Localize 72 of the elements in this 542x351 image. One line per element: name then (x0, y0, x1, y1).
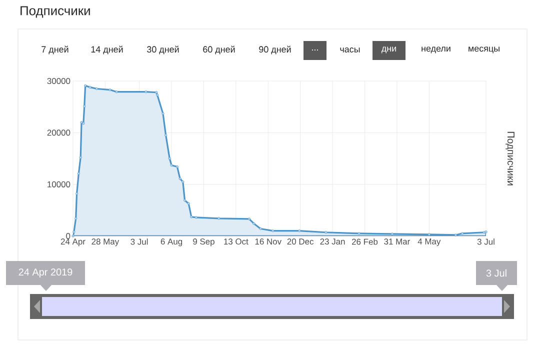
point (72, 230, 76, 234)
point (156, 94, 159, 96)
point (218, 217, 220, 220)
point (155, 91, 158, 94)
point (176, 165, 178, 168)
point (108, 88, 112, 92)
point (88, 86, 92, 89)
text: дни (382, 46, 396, 54)
x-tick-label: 31 Mar (384, 238, 410, 245)
point (77, 172, 80, 175)
point (324, 231, 328, 234)
point (248, 218, 250, 220)
point (484, 230, 488, 234)
point (187, 202, 190, 205)
text: 24 Apr 2019 (18, 268, 72, 278)
point (84, 84, 87, 87)
point (428, 233, 430, 236)
point (390, 232, 394, 236)
point (168, 157, 171, 160)
point (164, 134, 168, 137)
point (72, 234, 74, 238)
point (182, 180, 184, 184)
x-tick-label: 13 Oct (224, 238, 248, 245)
x-tick-label: 4 May (418, 238, 441, 246)
point (144, 90, 148, 94)
point (178, 177, 182, 180)
point (183, 199, 186, 202)
text: 60 дней (203, 46, 235, 54)
text: 14 дней (91, 46, 123, 54)
point (298, 230, 301, 232)
y-tick-label: 10000 (48, 181, 70, 188)
x-tick-label: 6 Aug (160, 238, 182, 246)
point (454, 234, 457, 236)
point (83, 105, 86, 108)
point (461, 232, 464, 235)
point (95, 87, 98, 90)
point (170, 164, 173, 167)
point (482, 231, 486, 234)
x-tick-label: 23 Jan (320, 238, 345, 245)
point (79, 156, 82, 159)
point (252, 222, 256, 225)
text: 7 дней (42, 46, 68, 54)
point (259, 227, 262, 230)
y-tick-label: 0 (66, 233, 70, 239)
point (74, 217, 78, 220)
chart-title: Подписчики (20, 6, 90, 18)
point (272, 230, 274, 232)
x-tick-label: 3 Jul (130, 238, 148, 245)
y-tick-label: 20000 (47, 130, 70, 136)
x-tick-label: 9 Sep (193, 238, 214, 246)
point (115, 90, 118, 94)
text: 3 Jul (486, 269, 506, 277)
x-tick-label: 20 Dec (287, 238, 314, 245)
text: 30 дней (147, 46, 179, 54)
text: недели (422, 46, 450, 54)
x-tick-label: 16 Nov (255, 238, 282, 245)
text: месяцы (468, 46, 500, 54)
x-tick-label: 28 May (92, 238, 120, 246)
point (80, 121, 83, 124)
point (82, 122, 85, 125)
text: 90 дней (259, 46, 291, 54)
point (162, 112, 164, 115)
point (194, 216, 198, 219)
point (75, 192, 78, 195)
y-axis-title: Подписчики (506, 132, 514, 186)
point (358, 232, 360, 235)
x-tick-label: 24 Apr (60, 238, 86, 246)
y-tick-label: 30000 (47, 78, 70, 84)
text: часы (340, 48, 360, 52)
x-tick-label: 3 Jul (477, 238, 494, 245)
point (190, 216, 193, 218)
x-tick-label: 26 Feb (352, 238, 378, 245)
